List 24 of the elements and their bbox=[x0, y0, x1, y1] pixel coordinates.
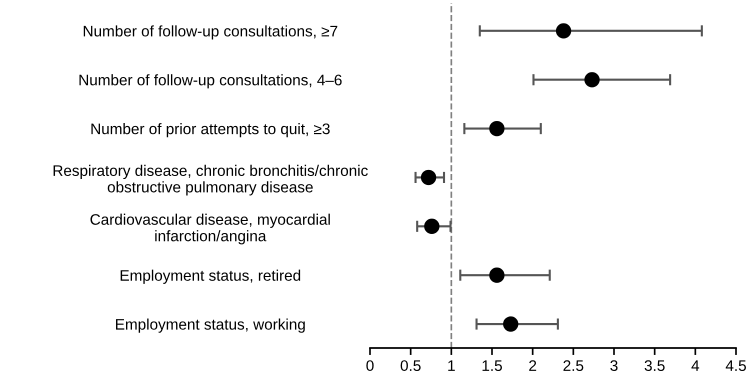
x-tick-label: 3 bbox=[610, 360, 618, 372]
y-tick-label: Respiratory disease, chronic bronchitis/chronic obstructive pulmonary disease bbox=[54, 164, 368, 196]
y-tick-label: Employment status, retired bbox=[120, 270, 300, 284]
x-tick-label: 1 bbox=[448, 360, 455, 371]
y-tick-label: Number of follow-up consultations, ≥7 bbox=[84, 25, 338, 40]
x-tick-label: 1.5 bbox=[482, 360, 502, 372]
x-tick-label: 4 bbox=[691, 360, 700, 371]
x-tick-label: 3.5 bbox=[644, 360, 665, 372]
x-tick-label: 4.5 bbox=[726, 360, 746, 372]
y-tick-label: Number of prior attempts to quit, ≥3 bbox=[91, 123, 330, 138]
y-tick-label: Number of follow-up consultations, 4–6 bbox=[79, 74, 342, 88]
point bbox=[424, 218, 440, 234]
y-tick-label: Employment status, working bbox=[116, 318, 305, 333]
x-tick-label: 2.5 bbox=[563, 360, 584, 372]
x-tick-label: 2 bbox=[529, 360, 536, 371]
point bbox=[584, 72, 600, 88]
point bbox=[503, 316, 518, 332]
x-tick-label: 0.5 bbox=[400, 360, 421, 372]
point bbox=[489, 120, 505, 136]
y-tick-label: Cardiovascular disease, myocardial infarction/angina bbox=[90, 214, 330, 244]
point bbox=[556, 23, 572, 38]
point bbox=[489, 268, 505, 283]
point bbox=[420, 170, 436, 186]
x-tick-label: 0 bbox=[366, 360, 374, 372]
